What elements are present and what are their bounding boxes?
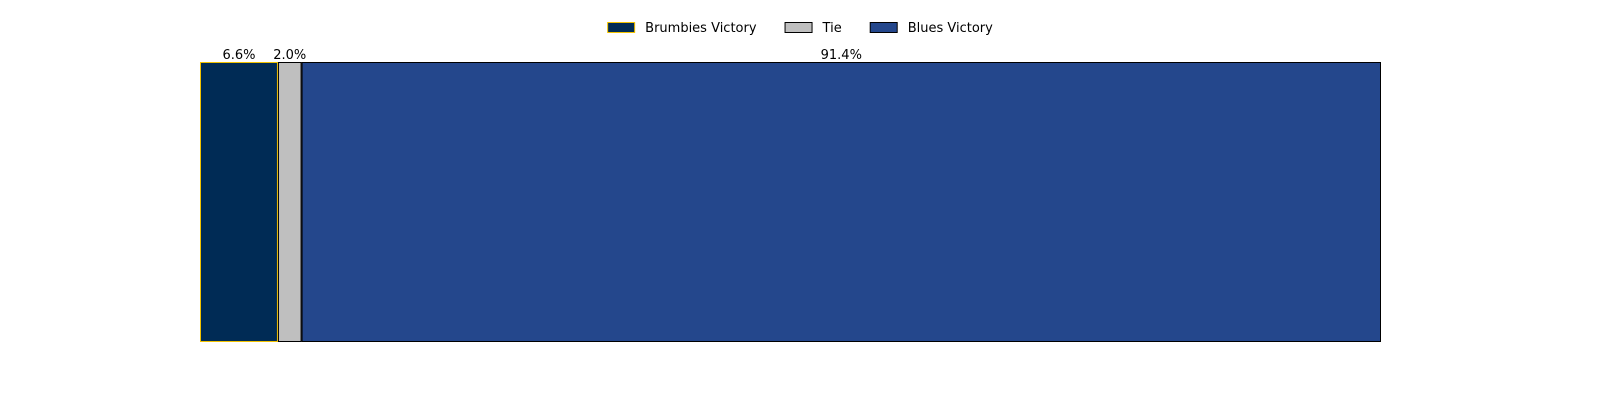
- legend-label-blues-victory: Blues Victory: [908, 21, 993, 36]
- bar-value-labels: 6.6% 2.0% 91.4%: [222, 48, 861, 63]
- legend-swatch-brumbies-victory: [607, 22, 636, 33]
- bar-segment-blues-victory: [301, 62, 1381, 342]
- legend-swatch-tie: [784, 22, 813, 33]
- bar-segment-brumbies-victory: [200, 62, 278, 342]
- legend-item-tie: Tie: [784, 21, 842, 36]
- value-label-brumbies-victory: 6.6%: [222, 48, 255, 63]
- bar-segments: [200, 62, 1381, 342]
- legend-label-brumbies-victory: Brumbies Victory: [645, 21, 757, 36]
- value-label-blues-victory: 91.4%: [821, 48, 862, 63]
- legend-item-brumbies-victory: Brumbies Victory: [607, 21, 757, 36]
- legend-item-blues-victory: Blues Victory: [869, 21, 993, 36]
- legend-swatch-blues-victory: [869, 22, 898, 33]
- bar-segment-tie: [277, 62, 302, 342]
- value-label-tie: 2.0%: [273, 48, 306, 63]
- legend-label-tie: Tie: [822, 21, 842, 36]
- chart-legend: Brumbies Victory Tie Blues Victory: [607, 21, 993, 36]
